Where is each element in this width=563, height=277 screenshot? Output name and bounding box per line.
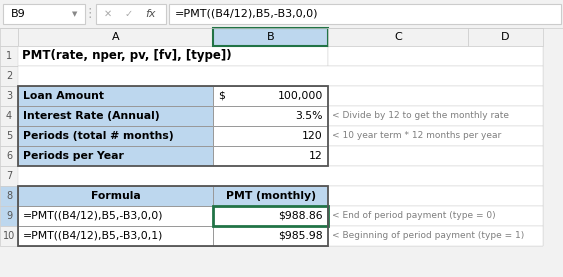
Bar (0, 206, 18, 226)
Text: 5: 5 (6, 131, 12, 141)
Text: 8: 8 (6, 191, 12, 201)
Text: D: D (501, 32, 510, 42)
Text: fx: fx (146, 9, 157, 19)
Bar (328, 46, 543, 66)
Bar (18, 106, 213, 126)
Bar (328, 186, 543, 206)
Bar (18, 86, 328, 166)
Bar (0, 106, 18, 126)
Bar (213, 126, 328, 146)
Text: 9: 9 (6, 211, 12, 221)
Bar (0, 46, 18, 66)
Text: < End of period payment (type = 0): < End of period payment (type = 0) (332, 212, 495, 220)
Text: $: $ (218, 91, 225, 101)
Bar (0, 86, 18, 106)
Bar (328, 146, 543, 166)
Bar (18, 146, 213, 166)
Bar (328, 226, 543, 246)
Bar (468, 28, 543, 46)
Text: 3: 3 (6, 91, 12, 101)
Text: Periods (total # months): Periods (total # months) (23, 131, 173, 141)
Text: 120: 120 (302, 131, 323, 141)
Text: PMT (monthly): PMT (monthly) (226, 191, 315, 201)
Bar (0, 126, 18, 146)
Bar (18, 86, 213, 106)
Bar (3, 4, 85, 24)
Text: 4: 4 (6, 111, 12, 121)
Bar (18, 186, 213, 206)
Text: B9: B9 (11, 9, 26, 19)
Bar (96, 4, 166, 24)
Text: ▼: ▼ (72, 11, 78, 17)
Bar (213, 226, 328, 246)
Bar (328, 126, 543, 146)
Text: C: C (394, 32, 402, 42)
Text: =PMT((B4/12),B5,-B3,0,1): =PMT((B4/12),B5,-B3,0,1) (23, 231, 163, 241)
Text: 12: 12 (309, 151, 323, 161)
Bar (0, 0, 563, 28)
Bar (328, 28, 468, 46)
Bar (0, 186, 18, 206)
Bar (18, 66, 543, 86)
Bar (18, 186, 328, 246)
Bar (0, 146, 18, 166)
Text: =PMT((B4/12),B5,-B3,0,0): =PMT((B4/12),B5,-B3,0,0) (175, 9, 319, 19)
Bar (213, 106, 328, 126)
Bar (18, 46, 328, 66)
Text: ⋮: ⋮ (84, 7, 96, 20)
Bar (213, 146, 328, 166)
Text: Loan Amount: Loan Amount (23, 91, 104, 101)
Bar (18, 206, 213, 226)
Bar (0, 28, 18, 46)
Bar (213, 206, 328, 226)
Text: PMT(rate, nper, pv, [fv], [type]): PMT(rate, nper, pv, [fv], [type]) (22, 50, 231, 63)
Bar (169, 4, 561, 24)
Text: ✓: ✓ (125, 9, 133, 19)
Text: < Divide by 12 to get the monthly rate: < Divide by 12 to get the monthly rate (332, 112, 509, 120)
Bar (213, 28, 328, 46)
Bar (0, 166, 18, 186)
Text: Periods per Year: Periods per Year (23, 151, 124, 161)
Bar (328, 86, 543, 106)
Text: < 10 year term * 12 months per year: < 10 year term * 12 months per year (332, 132, 501, 140)
Bar (0, 226, 18, 246)
Text: 7: 7 (6, 171, 12, 181)
Bar (18, 126, 213, 146)
Text: =PMT((B4/12),B5,-B3,0,0): =PMT((B4/12),B5,-B3,0,0) (23, 211, 163, 221)
Text: 10: 10 (3, 231, 15, 241)
Text: 3.5%: 3.5% (296, 111, 323, 121)
Bar (213, 86, 328, 106)
Text: Interest Rate (Annual): Interest Rate (Annual) (23, 111, 160, 121)
Text: A: A (111, 32, 119, 42)
Text: 1: 1 (6, 51, 12, 61)
Text: 2: 2 (6, 71, 12, 81)
Text: $988.86: $988.86 (278, 211, 323, 221)
Text: 6: 6 (6, 151, 12, 161)
Bar (18, 28, 213, 46)
Bar (328, 206, 543, 226)
Text: Formula: Formula (91, 191, 140, 201)
Text: $985.98: $985.98 (278, 231, 323, 241)
Bar (18, 46, 543, 246)
Bar (18, 226, 213, 246)
Bar (213, 186, 328, 206)
Bar (18, 166, 543, 186)
Text: < Beginning of period payment (type = 1): < Beginning of period payment (type = 1) (332, 232, 524, 240)
Bar (0, 66, 18, 86)
Text: B: B (267, 32, 274, 42)
Text: ✕: ✕ (104, 9, 112, 19)
Text: 100,000: 100,000 (278, 91, 323, 101)
Bar (328, 106, 543, 126)
